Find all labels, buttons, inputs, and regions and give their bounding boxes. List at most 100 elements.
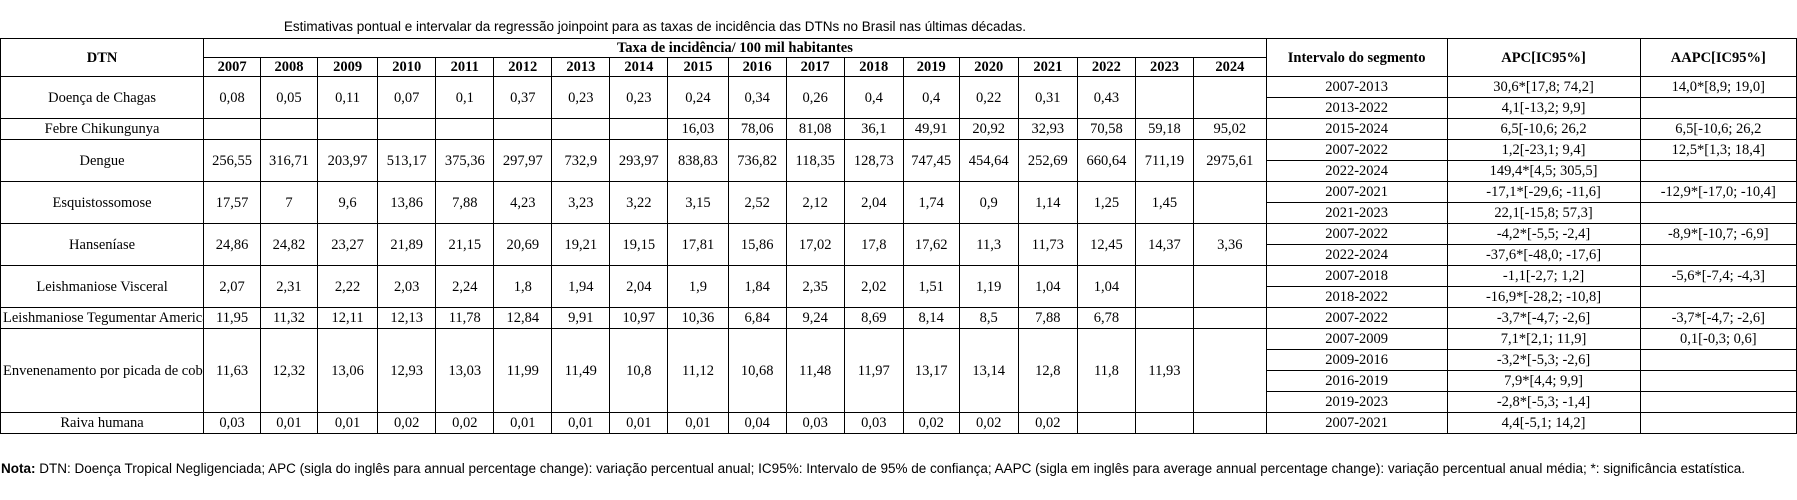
year-header: 2024 <box>1192 57 1267 77</box>
rate-cell: 0,26 <box>785 76 845 119</box>
year-header: 2012 <box>493 57 553 77</box>
rate-cell: 375,36 <box>435 139 495 182</box>
rate-cell: 0,01 <box>316 412 379 434</box>
segment-interval: 2022-2024 <box>1265 244 1448 266</box>
aapc-empty <box>1639 160 1797 182</box>
apc-value: -2,8*[-5,3; -1,4] <box>1446 391 1641 413</box>
aapc-value: 12,5*[1,3; 18,4] <box>1639 139 1797 161</box>
dtn-name: Febre Chikungunya <box>0 118 205 140</box>
rate-cell <box>260 118 318 140</box>
segment-interval: 2018-2022 <box>1265 286 1448 308</box>
dtn-name: Esquistossomose <box>0 181 205 224</box>
rate-cell: 297,97 <box>493 139 553 182</box>
rate-cell: 0,02 <box>958 412 1019 434</box>
rate-cell: 13,03 <box>435 328 495 413</box>
rate-cell: 1,04 <box>1076 265 1136 308</box>
rate-cell: 1,9 <box>667 265 729 308</box>
rate-cell: 95,02 <box>1192 118 1267 140</box>
rate-cell: 660,64 <box>1076 139 1136 182</box>
segment-interval: 2007-2021 <box>1265 181 1448 203</box>
rate-cell <box>1134 76 1194 119</box>
rate-cell: 0,02 <box>902 412 960 434</box>
note-label: Nota: <box>1 461 36 476</box>
rate-cell: 11,63 <box>203 328 262 413</box>
rate-cell: 7,88 <box>1017 307 1078 329</box>
rate-cell: 838,83 <box>667 139 729 182</box>
rate-cell: 2,24 <box>435 265 495 308</box>
header-dtn: DTN <box>0 38 205 77</box>
rate-cell: 203,97 <box>316 139 379 182</box>
rate-cell: 13,14 <box>958 328 1019 413</box>
segment-interval: 2013-2022 <box>1265 97 1448 119</box>
aapc-value: -8,9*[-10,7; -6,9] <box>1639 223 1797 245</box>
aapc-empty <box>1639 391 1797 413</box>
rate-cell <box>551 118 611 140</box>
rate-cell: 11,3 <box>958 223 1019 266</box>
rate-cell: 8,14 <box>902 307 960 329</box>
rate-cell: 21,89 <box>377 223 437 266</box>
rate-cell <box>1134 265 1194 308</box>
rate-cell: 3,22 <box>609 181 669 224</box>
year-header: 2011 <box>435 57 495 77</box>
table-row: Envenenamento por picada de cobra 11,63 12… <box>0 328 1797 413</box>
rate-cell: 1,51 <box>902 265 960 308</box>
table-row: Leishmaniose Tegumentar Americana 11,95 11… <box>0 307 1797 329</box>
table-row: 2016-2019 7,9*[4,4; 9,9] <box>1 370 1797 392</box>
table-row: Doença de Chagas 0,08 0,05 0,11 0,07 0,1 0,37 0… <box>0 76 1797 119</box>
rate-cell: 1,74 <box>902 181 960 224</box>
rate-cell: 19,15 <box>609 223 669 266</box>
rate-cell: 17,02 <box>785 223 845 266</box>
year-header: 2014 <box>609 57 669 77</box>
rate-cell: 32,93 <box>1017 118 1078 140</box>
rate-cell: 2,07 <box>203 265 262 308</box>
rate-cell: 1,04 <box>1017 265 1078 308</box>
rate-cell: 0,31 <box>1017 76 1078 119</box>
apc-value: -16,9*[-28,2; -10,8] <box>1446 286 1641 308</box>
year-header-row: 2007 2008 2009 2010 2011 2012 2013 2014 2015 2016… <box>1 57 1797 77</box>
aapc-value: -5,6*[-7,4; -4,3] <box>1639 265 1797 287</box>
rate-cell: 2,03 <box>377 265 437 308</box>
rate-cell: 0,9 <box>958 181 1019 224</box>
year-header: 2021 <box>1017 57 1078 77</box>
rate-cell: 8,5 <box>958 307 1019 329</box>
rate-cell: 12,11 <box>316 307 379 329</box>
rate-cell: 0,4 <box>843 76 904 119</box>
apc-value: 7,9*[4,4; 9,9] <box>1446 370 1641 392</box>
header-segment: Intervalo do segmento <box>1265 38 1448 77</box>
rate-cell: 0,03 <box>203 412 262 434</box>
segment-interval: 2007-2009 <box>1265 328 1448 350</box>
rate-cell: 10,68 <box>727 328 787 413</box>
rate-cell: 0,03 <box>785 412 845 434</box>
rate-cell: 2,04 <box>843 181 904 224</box>
apc-value: -1,1[-2,7; 1,2] <box>1446 265 1641 287</box>
rate-cell <box>203 118 262 140</box>
rate-cell <box>316 118 379 140</box>
rate-cell <box>377 118 437 140</box>
rate-cell: 0,05 <box>260 76 318 119</box>
rate-cell: 11,95 <box>203 307 262 329</box>
year-header: 2015 <box>667 57 729 77</box>
dtn-name: Dengue <box>0 139 205 182</box>
apc-value: -3,7*[-4,7; -2,6] <box>1446 307 1641 329</box>
rate-cell: 17,8 <box>843 223 904 266</box>
rate-cell: 0,07 <box>377 76 437 119</box>
rate-cell: 8,69 <box>843 307 904 329</box>
rate-cell: 11,99 <box>493 328 553 413</box>
rate-cell: 256,55 <box>203 139 262 182</box>
rate-cell: 11,49 <box>551 328 611 413</box>
rate-cell: 0,22 <box>958 76 1019 119</box>
header-apc: APC[IC95%] <box>1446 38 1641 77</box>
apc-value: 4,4[-5,1; 14,2] <box>1446 412 1641 434</box>
rate-cell: 1,19 <box>958 265 1019 308</box>
segment-interval: 2009-2016 <box>1265 349 1448 371</box>
rate-cell: 6,78 <box>1076 307 1136 329</box>
apc-value: 4,1[-13,2; 9,9] <box>1446 97 1641 119</box>
table-row: Leishmaniose Visceral 2,07 2,31 2,22 2,03 2,2… <box>0 265 1797 308</box>
rate-cell: 2,02 <box>843 265 904 308</box>
rate-cell: 1,25 <box>1076 181 1136 224</box>
rate-cell: 13,06 <box>316 328 379 413</box>
year-header: 2019 <box>902 57 960 77</box>
rate-cell: 118,35 <box>785 139 845 182</box>
rate-cell: 0,1 <box>435 76 495 119</box>
apc-value: 1,2[-23,1; 9,4] <box>1446 139 1641 161</box>
